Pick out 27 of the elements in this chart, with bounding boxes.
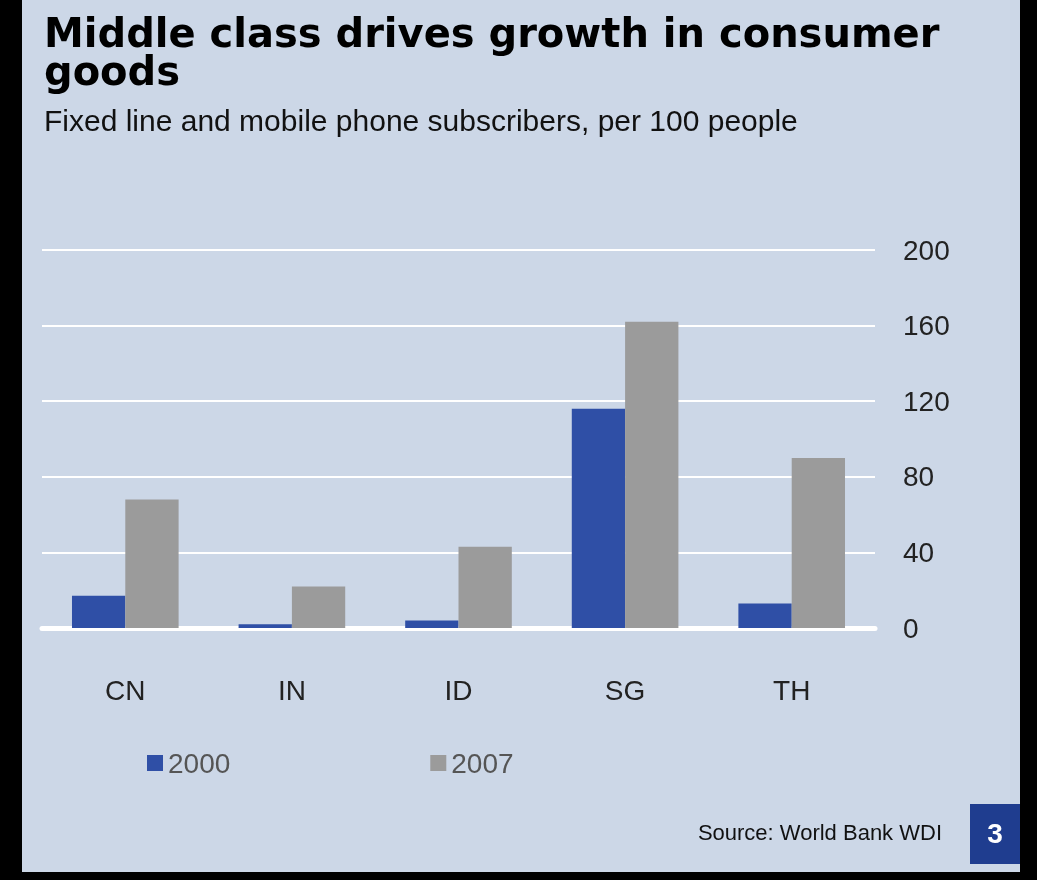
bar: [738, 603, 792, 628]
bar: [458, 546, 512, 628]
bar: [625, 321, 679, 628]
x-tick-label: CN: [105, 674, 146, 706]
bar: [405, 620, 459, 628]
y-tick-label: 200: [903, 234, 950, 266]
x-tick-label: IN: [277, 674, 306, 706]
bar: [291, 586, 346, 628]
bar: [238, 624, 292, 628]
chart-subtitle: Fixed line and mobile phone subscribers, per 100 people: [44, 104, 799, 138]
bar: [71, 595, 126, 628]
source-note: Source: World Bank WDI: [697, 820, 942, 846]
y-tick-label: 120: [903, 385, 950, 417]
bar: [791, 457, 846, 628]
x-tick-label: TH: [773, 674, 811, 706]
chart-title: Middle class drives growth in consumer goods: [44, 10, 941, 94]
y-tick-label: 160: [903, 310, 950, 342]
y-tick-label: 80: [903, 461, 935, 493]
y-tick-label: 0: [903, 612, 919, 644]
text: 3: [970, 804, 1020, 864]
legend-label: 2007: [451, 747, 514, 779]
x-tick-label: ID: [444, 674, 473, 706]
x-tick-label: SG: [604, 674, 646, 706]
bar: [125, 499, 179, 628]
y-tick-label: 40: [903, 536, 935, 568]
bar: [571, 408, 626, 628]
legend-label: 2000: [168, 747, 231, 779]
